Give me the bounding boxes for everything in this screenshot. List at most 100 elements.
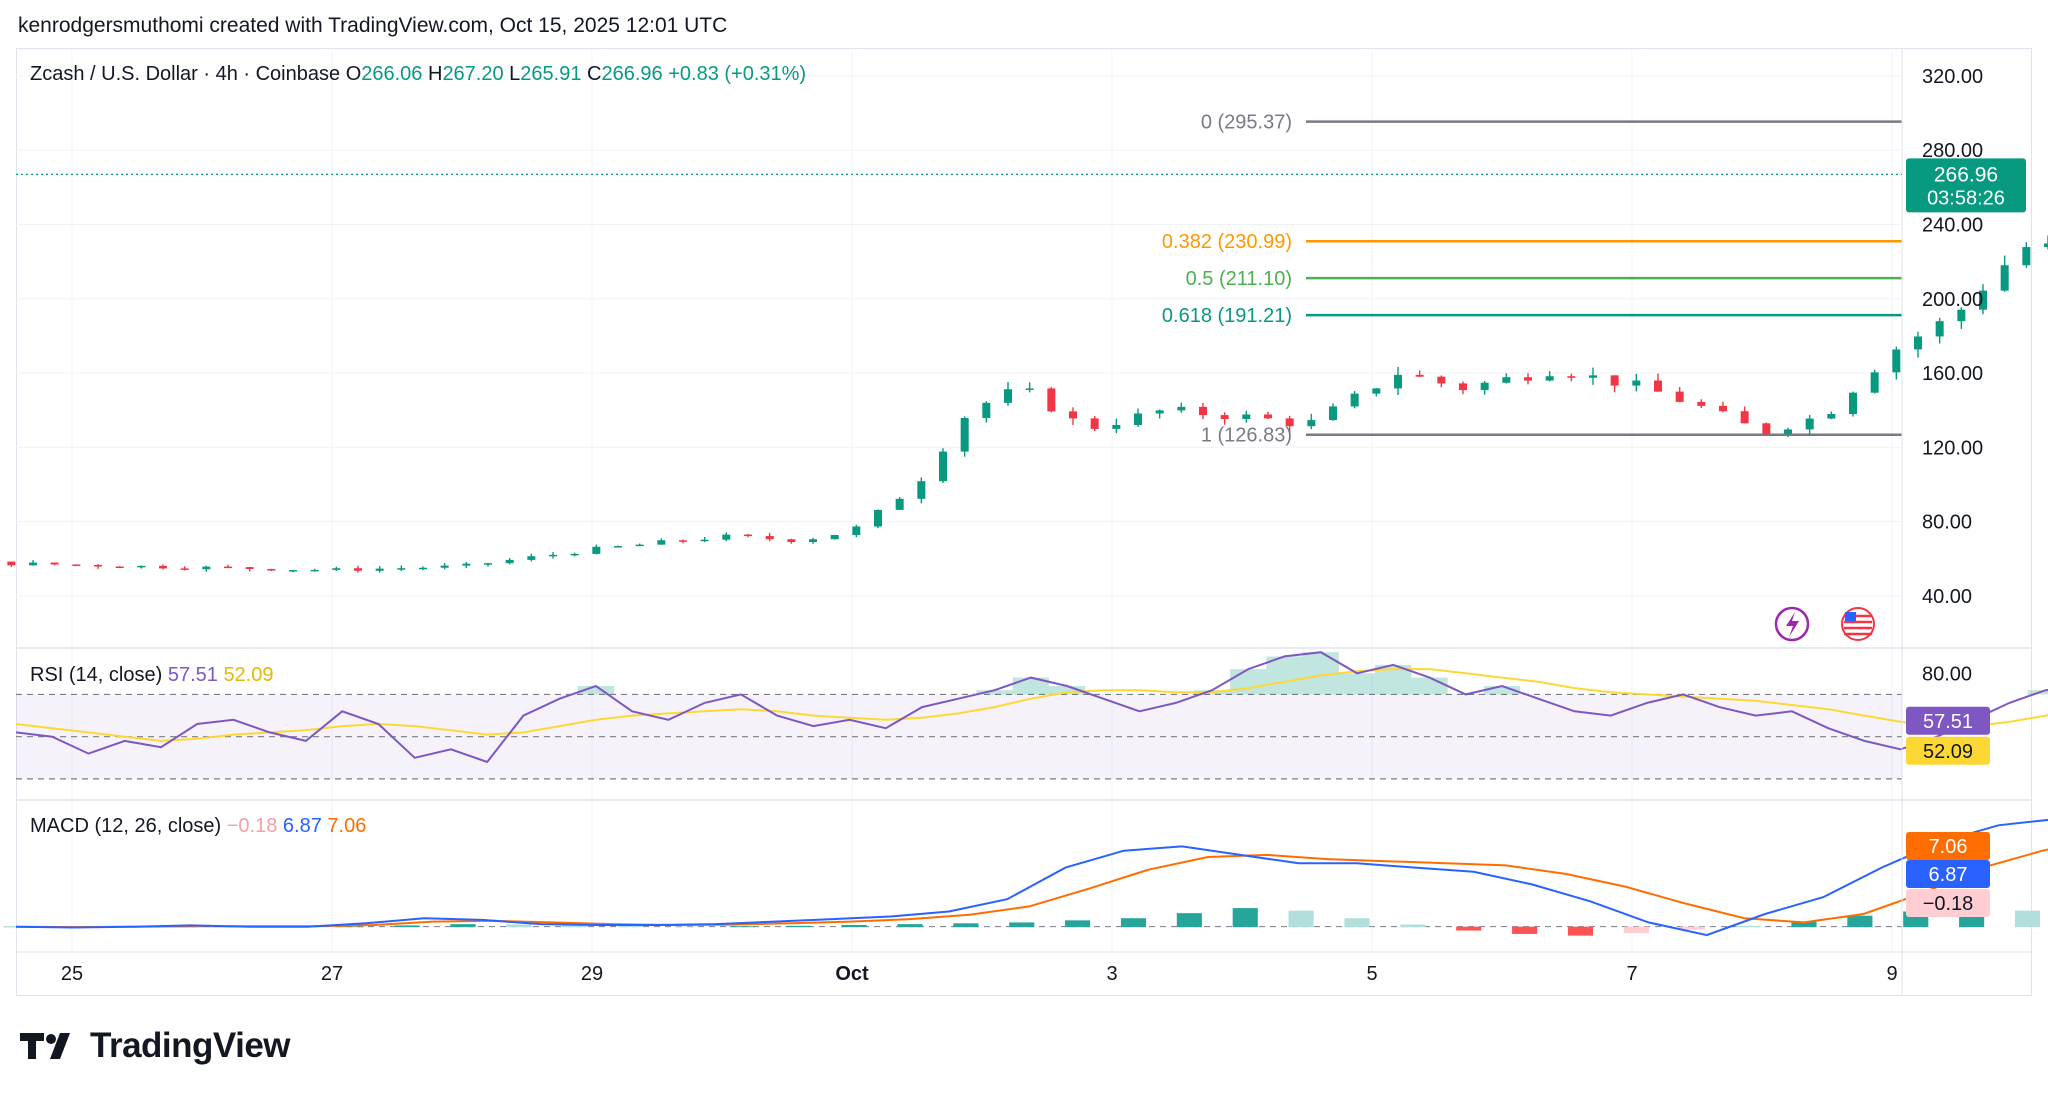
candle-body bbox=[1242, 414, 1251, 420]
histogram-legend-value: −0.18 bbox=[227, 815, 283, 837]
macd-histogram-bar bbox=[1847, 915, 1873, 928]
high-value: 267.20 bbox=[442, 63, 509, 85]
rsi-legend-value: 57.51 bbox=[168, 664, 224, 686]
tradingview-logo[interactable]: TradingView bbox=[20, 1026, 291, 1066]
candle-body bbox=[397, 568, 406, 570]
price-tick-label: 200.00 bbox=[1922, 289, 1983, 311]
rsi-ma-line bbox=[15, 668, 2048, 742]
histogram-value-tag-label: −0.18 bbox=[1923, 893, 1974, 915]
macd-histogram-bar bbox=[1288, 910, 1314, 928]
candle-body bbox=[419, 567, 427, 570]
candle-body bbox=[72, 564, 81, 566]
macd-histogram-bar bbox=[394, 925, 420, 928]
macd-histogram-bar bbox=[1065, 920, 1091, 928]
macd-title: MACD (12, 26, close) bbox=[30, 815, 227, 837]
candle-body bbox=[635, 544, 644, 547]
macd-histogram-bar bbox=[1176, 913, 1202, 928]
candle-body bbox=[1979, 290, 1987, 310]
rsi-legend: RSI (14, close) 57.51 52.09 bbox=[30, 664, 274, 686]
time-tick-label: 7 bbox=[1626, 963, 1637, 985]
candle-body bbox=[1870, 372, 1879, 393]
macd-histogram-bar bbox=[1232, 908, 1258, 928]
candle-body bbox=[874, 509, 882, 527]
candle-body bbox=[245, 567, 254, 569]
candle-body bbox=[1112, 424, 1121, 429]
candle-body bbox=[1350, 393, 1359, 407]
credit-text: kenrodgersmuthomi created with TradingVi… bbox=[18, 14, 728, 37]
time-tick-label: 27 bbox=[321, 963, 343, 985]
candle-body bbox=[700, 539, 709, 542]
macd-histogram-bar bbox=[673, 926, 700, 928]
candle-body bbox=[1372, 388, 1381, 394]
candle-body bbox=[1090, 418, 1099, 429]
macd-histogram-bar bbox=[1567, 926, 1594, 936]
candle-body bbox=[939, 451, 947, 482]
candle-body bbox=[570, 553, 579, 556]
candle-body bbox=[440, 565, 449, 568]
candle-body bbox=[505, 559, 514, 564]
macd-histogram-bar bbox=[785, 925, 811, 928]
candle-body bbox=[1285, 418, 1294, 427]
candle-body bbox=[1415, 374, 1424, 377]
time-tick-label: 3 bbox=[1106, 963, 1117, 985]
price-tick-label: 40.00 bbox=[1922, 586, 1972, 608]
macd-histogram-bar bbox=[1679, 926, 1705, 930]
macd-histogram-bar bbox=[450, 924, 476, 928]
macd-histogram-bar bbox=[1456, 926, 1482, 931]
candle-body bbox=[1610, 375, 1619, 386]
candle-body bbox=[830, 534, 839, 540]
macd-histogram-bar bbox=[1512, 926, 1538, 934]
fib-level-label: 0.618 (191.21) bbox=[1162, 305, 1292, 327]
low-label: L bbox=[509, 63, 520, 85]
candle-body bbox=[1892, 349, 1901, 373]
time-tick-label: 25 bbox=[61, 963, 83, 985]
candle-body bbox=[895, 498, 904, 510]
candle-body bbox=[1914, 336, 1922, 350]
candle-body bbox=[29, 562, 37, 566]
close-label: C bbox=[587, 63, 601, 85]
candle-body bbox=[1220, 415, 1229, 420]
fib-level-label: 1 (126.83) bbox=[1201, 425, 1292, 447]
signal-value-tag bbox=[1906, 832, 1990, 860]
candle-body bbox=[1004, 389, 1012, 403]
candle-body bbox=[332, 568, 341, 570]
rsi-value-tag bbox=[1906, 706, 1990, 735]
candle-body bbox=[1394, 374, 1402, 389]
tradingview-logo-icon bbox=[20, 1033, 70, 1059]
candle-body bbox=[159, 565, 167, 569]
candle-body bbox=[744, 534, 752, 537]
close-value: 266.96 bbox=[601, 63, 668, 85]
macd-histogram-bar bbox=[1009, 922, 1035, 928]
candle-body bbox=[310, 569, 319, 572]
flag-canton bbox=[1845, 612, 1856, 621]
candle-body bbox=[1047, 388, 1056, 412]
macd-value-tag-label: 6.87 bbox=[1929, 864, 1968, 886]
rsi-ma-legend-value: 52.09 bbox=[223, 664, 273, 686]
lightning-icon-ring bbox=[1774, 606, 1810, 642]
candle-body bbox=[1069, 411, 1077, 419]
candle-body bbox=[50, 562, 59, 565]
macd-value-tag bbox=[1906, 860, 1990, 888]
rsi-tick-label: 80.00 bbox=[1922, 663, 1972, 685]
rsi-ma-value-tag-label: 52.09 bbox=[1923, 741, 1973, 763]
candle-body bbox=[1264, 414, 1272, 419]
candle-body bbox=[1459, 383, 1467, 391]
candle-body bbox=[1935, 321, 1944, 337]
candle-body bbox=[2022, 247, 2031, 266]
candle-body bbox=[1697, 401, 1706, 406]
candle-body bbox=[1589, 375, 1597, 378]
candle-body bbox=[1805, 418, 1814, 430]
time-tick-label: Oct bbox=[835, 963, 869, 985]
macd-histogram-bar bbox=[1623, 926, 1649, 934]
rsi-band bbox=[16, 694, 1902, 779]
candle-body bbox=[1567, 376, 1576, 378]
rsi-overbought-fill bbox=[1230, 669, 1267, 695]
candle-body bbox=[1502, 377, 1511, 383]
candle-body bbox=[1654, 380, 1662, 392]
rsi-value-tag-label: 57.51 bbox=[1923, 711, 1973, 733]
candlestick-series bbox=[7, 235, 2048, 573]
lightning-icon-bolt bbox=[1786, 612, 1799, 637]
candle-body bbox=[224, 566, 232, 569]
